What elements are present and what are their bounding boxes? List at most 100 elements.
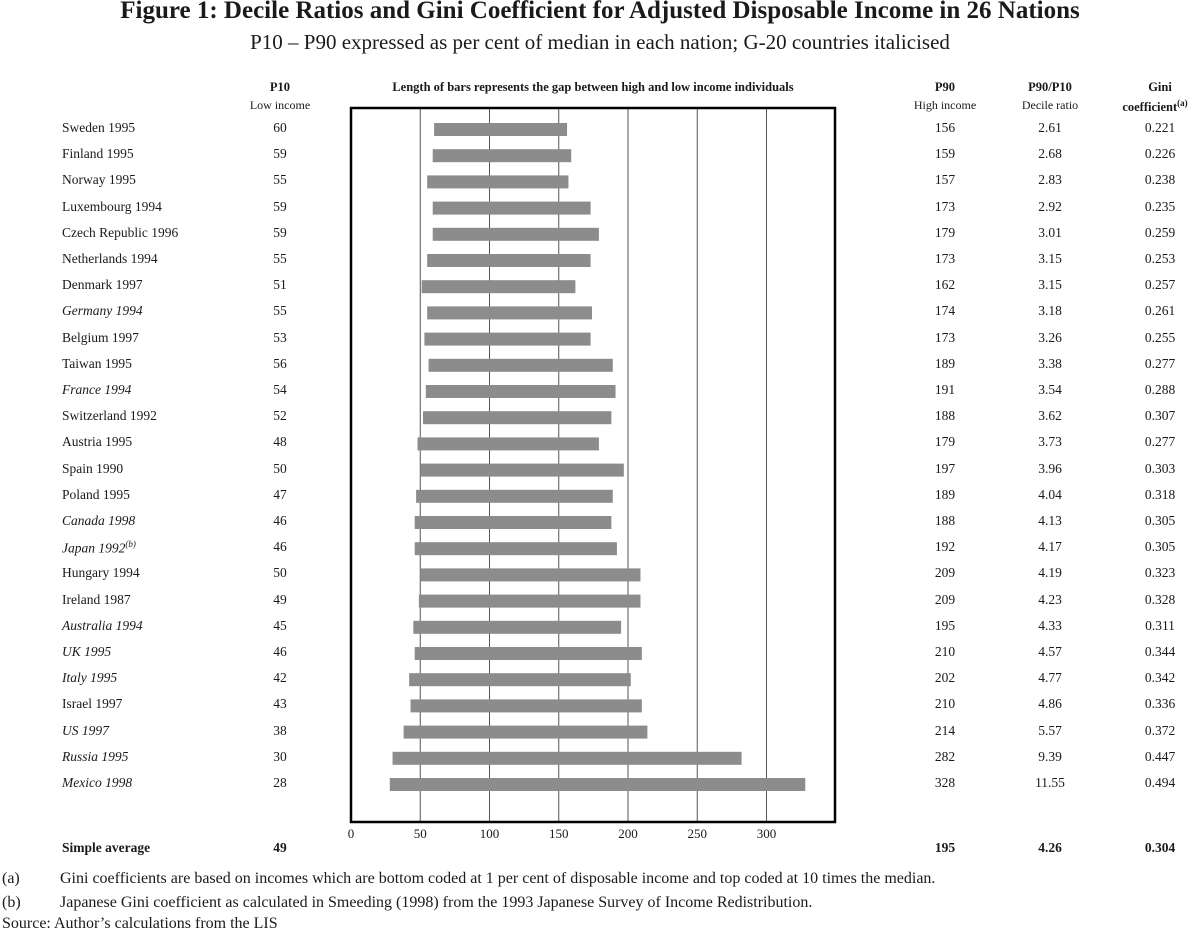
row-ratio-value: 3.96	[1038, 460, 1062, 476]
row-label-text: Germany 1994	[62, 303, 143, 319]
average-p10-value: 49	[273, 840, 287, 855]
footnote-a-marker: (a)	[2, 870, 20, 887]
row-p10-value: 54	[273, 382, 287, 397]
row-ratio-value: 4.13	[1038, 513, 1062, 528]
row-p90-value: 157	[934, 172, 956, 188]
row-p10-value: 59	[273, 198, 287, 214]
row-ratio-value: 3.73	[1038, 434, 1062, 450]
range-bar	[434, 123, 568, 136]
row-label-text: Belgium 1997	[62, 329, 139, 345]
row-p90-value: 174	[934, 303, 956, 319]
row-gini-value: 0.238	[1144, 172, 1176, 188]
row-label: Hungary 1994	[62, 565, 140, 581]
x-tick-label: 50	[414, 826, 427, 841]
range-bar	[413, 620, 622, 634]
range-bar	[414, 542, 617, 556]
average-p90-value: 195	[934, 840, 956, 855]
range-bar	[424, 332, 591, 346]
row-label-text: US 1997	[62, 722, 109, 738]
row-label-text: France 1994	[62, 382, 132, 397]
row-ratio-value: 4.19	[1038, 565, 1062, 581]
row-label: Netherlands 1994	[62, 251, 158, 267]
row-gini-value: 0.447	[1144, 748, 1176, 764]
row-gini-value: 0.261	[1144, 303, 1176, 319]
row-ratio-value: 4.04	[1038, 486, 1062, 502]
row-p90-value: 214	[934, 722, 956, 738]
row-gini-value: 0.318	[1144, 486, 1176, 502]
row-gini-value: 0.307	[1144, 408, 1176, 424]
x-tick-label: 300	[757, 826, 777, 841]
row-label: Japan 1992(b)	[62, 539, 136, 557]
footnote-b-text: Japanese Gini coefficient as calculated …	[60, 894, 813, 911]
row-label-text: Hungary 1994	[62, 565, 140, 581]
row-p10-value: 45	[273, 617, 287, 633]
row-label-text: Mexico 1998	[62, 775, 133, 790]
range-bar	[414, 647, 642, 660]
row-label-text: Canada 1998	[62, 513, 136, 528]
row-ratio-value: 3.15	[1038, 277, 1062, 293]
p90-subheader: High income	[913, 98, 977, 112]
row-label: Denmark 1997	[62, 277, 143, 293]
row-p10-value: 53	[273, 329, 287, 345]
row-p10-value: 59	[273, 224, 287, 240]
range-bar	[410, 699, 642, 713]
range-bar	[418, 594, 641, 608]
row-p10-value: 48	[273, 434, 287, 450]
row-p10-value: 47	[273, 486, 287, 502]
row-ratio-value: 3.62	[1038, 408, 1062, 424]
row-p90-value: 197	[934, 460, 956, 476]
row-ratio-value: 4.77	[1038, 670, 1062, 686]
range-bar	[428, 358, 613, 372]
figure-subtitle: P10 – P90 expressed as per cent of media…	[250, 30, 950, 54]
range-bar	[416, 489, 613, 503]
x-tick-label: 250	[688, 826, 708, 841]
p90-header: P90	[934, 80, 956, 94]
row-p90-value: 188	[934, 513, 956, 528]
row-label: Sweden 1995	[62, 120, 135, 136]
row-label: Luxembourg 1994	[62, 199, 162, 215]
row-p90-value: 179	[934, 224, 956, 240]
row-label: Australia 1994	[62, 618, 143, 634]
gini-header: Gini	[1148, 80, 1172, 94]
row-p90-value: 173	[934, 198, 956, 214]
range-bar	[403, 725, 648, 739]
plot-frame	[349, 106, 837, 824]
row-gini-value: 0.259	[1144, 224, 1176, 240]
row-ratio-value: 2.61	[1038, 120, 1062, 135]
range-bar	[432, 201, 591, 215]
row-p10-value: 59	[273, 146, 287, 162]
row-footnote-marker: (b)	[125, 539, 136, 550]
average-gini-value: 0.304	[1144, 840, 1176, 855]
row-label: Ireland 1987	[62, 592, 131, 608]
row-label-text: Poland 1995	[62, 486, 130, 502]
gini-footnote-marker: (a)	[1177, 98, 1188, 108]
bars-header: Length of bars represents the gap betwee…	[392, 80, 794, 94]
row-p90-value: 159	[934, 146, 956, 162]
row-p10-value: 50	[273, 460, 287, 476]
row-gini-value: 0.235	[1144, 198, 1176, 214]
row-ratio-value: 2.83	[1038, 172, 1062, 188]
row-p90-value: 173	[934, 329, 956, 345]
row-p10-value: 46	[273, 513, 287, 528]
row-p10-value: 55	[273, 303, 287, 319]
range-bar	[417, 437, 599, 451]
row-label-text: Israel 1997	[62, 696, 123, 712]
row-ratio-value: 4.33	[1038, 617, 1062, 633]
row-p10-value: 38	[273, 722, 287, 738]
row-p90-value: 210	[934, 644, 956, 659]
range-bar	[389, 778, 806, 791]
row-label: Germany 1994	[62, 303, 143, 319]
row-p90-value: 173	[934, 251, 956, 266]
row-p10-value: 56	[273, 355, 287, 371]
row-label: UK 1995	[62, 644, 111, 660]
row-p90-value: 189	[934, 355, 956, 371]
row-p90-value: 202	[934, 670, 956, 686]
row-ratio-value: 4.86	[1038, 696, 1062, 712]
ratio-header: P90/P10	[1028, 80, 1072, 94]
row-p90-value: 328	[934, 775, 956, 790]
row-gini-value: 0.253	[1144, 251, 1176, 266]
x-tick-label: 0	[348, 826, 355, 841]
row-p90-value: 192	[934, 539, 956, 555]
row-ratio-value: 3.38	[1038, 355, 1062, 371]
